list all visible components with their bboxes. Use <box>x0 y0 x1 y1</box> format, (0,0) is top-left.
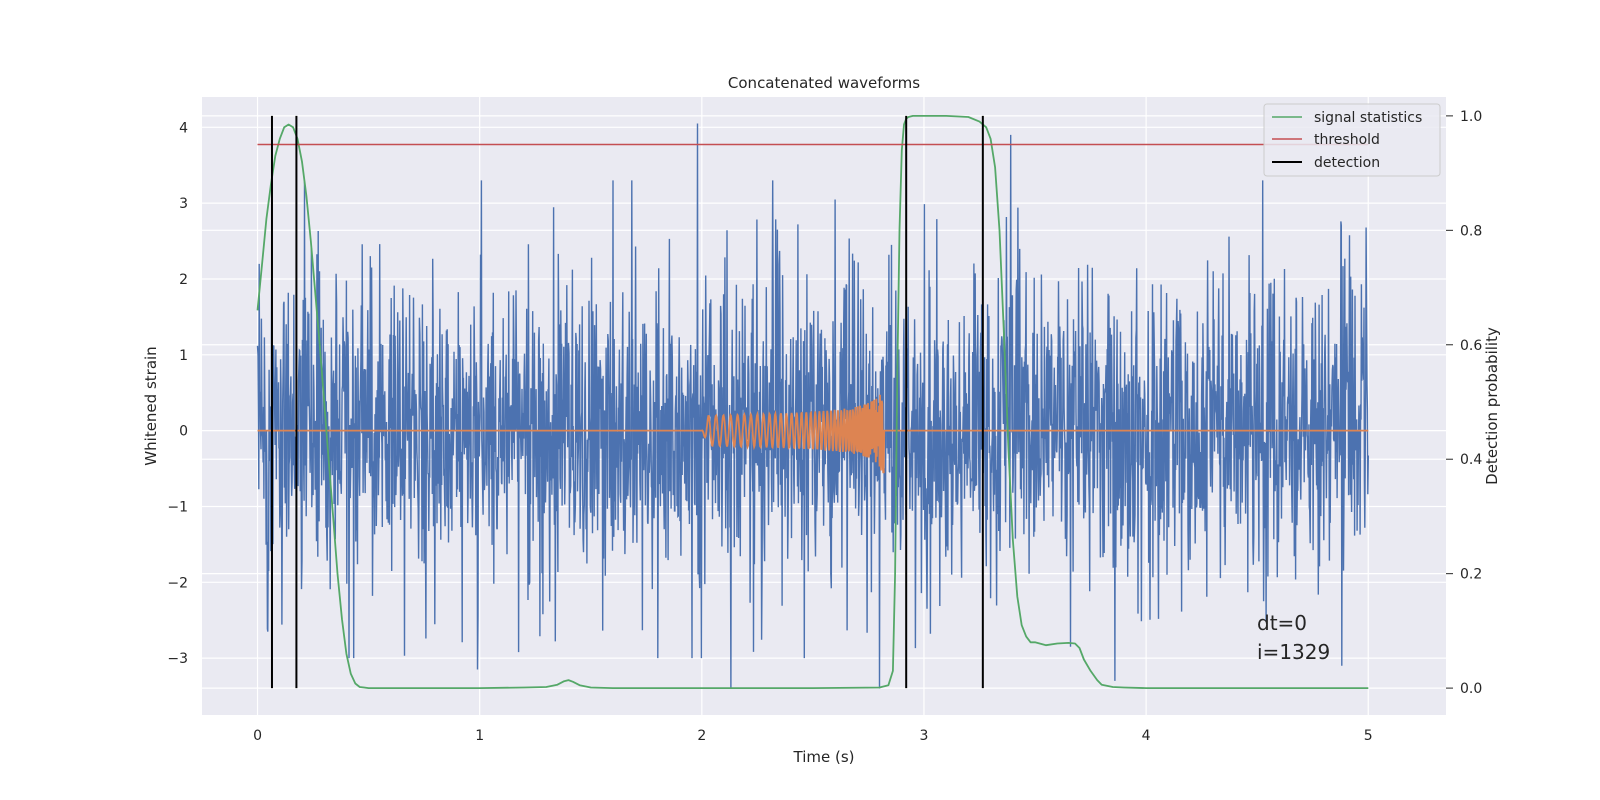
x-tick-label: 3 <box>920 728 929 744</box>
annotation-dt: dt=0 <box>1257 611 1307 635</box>
y-tick-label: 2 <box>179 272 188 288</box>
y-tick-label: 3 <box>179 196 188 212</box>
y-tick-label: 1 <box>179 348 188 364</box>
annotation-index: i=1329 <box>1257 640 1330 664</box>
y-tick-label: 4 <box>179 120 188 136</box>
legend: signal statistics threshold detection <box>1263 103 1441 177</box>
x-axis-label: Time (s) <box>793 748 855 766</box>
right-y-ticks: 1.0 0.8 0.6 0.4 0.2 0.0 <box>1446 109 1482 697</box>
right-y-axis-label: Detection probability <box>1483 327 1501 485</box>
y-ticks: 4 3 2 1 0 −1 −2 −3 <box>167 120 188 667</box>
x-ticks: 0 1 2 3 4 5 <box>253 728 1373 744</box>
right-y-tick-label: 0.0 <box>1460 681 1482 697</box>
right-y-tick-label: 0.6 <box>1460 338 1482 354</box>
x-tick-label: 5 <box>1364 728 1373 744</box>
chirp-series <box>257 394 1369 474</box>
x-tick-label: 0 <box>253 728 262 744</box>
y-tick-label: 0 <box>179 424 188 440</box>
x-tick-label: 1 <box>475 728 484 744</box>
y-tick-label: −2 <box>167 575 188 591</box>
signal-statistics-series <box>256 115 1369 689</box>
x-tick-label: 2 <box>697 728 706 744</box>
y-tick-label: −1 <box>167 499 188 515</box>
right-y-tick-label: 0.4 <box>1460 452 1482 468</box>
legend-box <box>1263 103 1441 177</box>
legend-label-detection: detection <box>1314 155 1380 171</box>
chirp-line <box>257 394 1369 474</box>
signal-statistics-line <box>256 115 1369 689</box>
noise-line <box>256 123 1369 689</box>
noise-series <box>256 123 1369 689</box>
y-tick-label: −3 <box>167 651 188 667</box>
chart-title: Concatenated waveforms <box>728 74 920 92</box>
y-axis-label: Whitened strain <box>142 346 160 465</box>
x-tick-label: 4 <box>1142 728 1151 744</box>
right-y-tick-label: 1.0 <box>1460 109 1482 125</box>
legend-label-signal-statistics: signal statistics <box>1314 110 1422 126</box>
legend-label-threshold: threshold <box>1314 132 1380 148</box>
detection-lines <box>270 115 984 689</box>
right-y-tick-label: 0.8 <box>1460 223 1482 239</box>
right-y-tick-label: 0.2 <box>1460 567 1482 583</box>
